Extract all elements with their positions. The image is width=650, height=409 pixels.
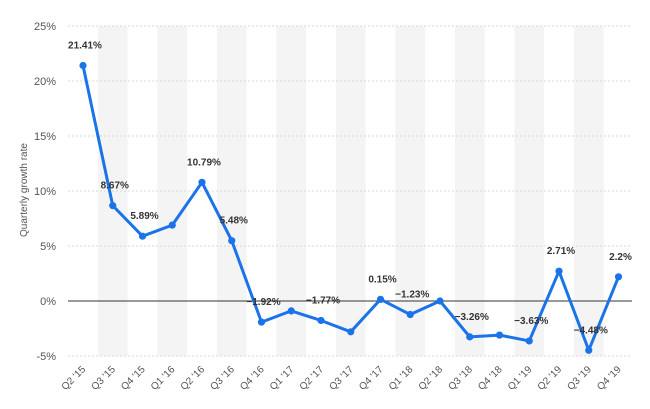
y-axis-label: Quarterly growth rate	[19, 143, 30, 237]
x-tick-label: Q4 '15	[119, 364, 148, 393]
x-tick-label: Q3 '18	[446, 364, 475, 393]
x-tick-label: Q2 '17	[298, 364, 327, 393]
x-tick-label: Q2 '16	[179, 364, 208, 393]
x-tick-label: Q2 '19	[536, 364, 565, 393]
data-label: −4.48%	[574, 325, 608, 336]
data-label: −3.26%	[455, 312, 489, 323]
data-point	[376, 295, 385, 303]
x-tick-label: Q4 '17	[357, 364, 386, 393]
x-tick-label: Q1 '18	[387, 364, 416, 393]
data-point	[525, 337, 533, 345]
y-tick-label: 10%	[34, 186, 56, 198]
y-tick-label: 25%	[34, 21, 56, 33]
data-point	[555, 267, 563, 275]
x-tick-label: Q4 '16	[238, 364, 267, 393]
x-tick-label: Q3 '16	[208, 364, 237, 393]
data-point	[198, 178, 206, 186]
data-point	[287, 307, 295, 315]
data-label: −3.63%	[514, 316, 548, 327]
y-tick-label: 15%	[34, 131, 56, 143]
data-labels: 21.41% 8.67% 5.89% 10.79% 5.48% −1.92% −1.77% 0…	[68, 40, 632, 336]
x-tick-label: Q2 '18	[417, 364, 446, 393]
data-label: 21.41%	[68, 40, 102, 51]
data-point	[168, 221, 176, 229]
data-point	[109, 202, 117, 210]
data-point	[495, 331, 504, 339]
x-tick-label: Q4 '18	[476, 364, 505, 393]
y-tick-label: 0%	[40, 296, 56, 308]
data-label: −1.92%	[246, 297, 280, 308]
data-point	[228, 237, 236, 245]
data-label: 0.15%	[368, 274, 396, 285]
data-point	[436, 297, 444, 305]
data-point	[257, 318, 266, 326]
gridlines	[68, 25, 632, 357]
data-label: 5.89%	[130, 211, 158, 222]
x-tick-label: Q3 '19	[565, 364, 594, 393]
data-label: −1.23%	[395, 290, 429, 301]
data-point	[466, 333, 474, 341]
data-point	[347, 328, 355, 336]
data-point	[614, 273, 623, 281]
data-label: 10.79%	[187, 157, 221, 168]
data-point	[406, 310, 414, 319]
y-tick-label: -5%	[36, 351, 56, 363]
data-point	[138, 232, 147, 240]
x-axis-ticks: Q2 '15 Q3 '15 Q4 '15 Q1 '16 Q2 '16 Q3 '16 Q4 '…	[60, 364, 624, 393]
x-tick-label: Q1 '17	[268, 364, 297, 393]
x-tick-label: Q3 '15	[89, 364, 118, 393]
x-tick-label: Q1 '16	[149, 364, 178, 393]
y-tick-label: 20%	[34, 76, 56, 88]
data-point	[585, 346, 593, 354]
x-tick-label: Q3 '17	[327, 364, 356, 393]
data-label: 2.71%	[547, 246, 575, 257]
data-label: −1.77%	[306, 295, 340, 306]
y-axis-ticks: 25% 20% 15% 10% 5% 0% -5%	[34, 21, 56, 363]
data-label: 2.2%	[609, 252, 632, 263]
y-tick-label: 5%	[40, 241, 56, 253]
data-point	[317, 316, 325, 325]
data-point	[79, 61, 87, 70]
x-tick-label: Q4 '19	[595, 364, 624, 393]
data-label: 5.48%	[220, 216, 248, 227]
series-growth-rate	[79, 61, 623, 354]
x-tick-label: Q1 '19	[506, 364, 535, 393]
x-tick-label: Q2 '15	[60, 364, 89, 393]
data-label: 8.67%	[101, 181, 129, 192]
